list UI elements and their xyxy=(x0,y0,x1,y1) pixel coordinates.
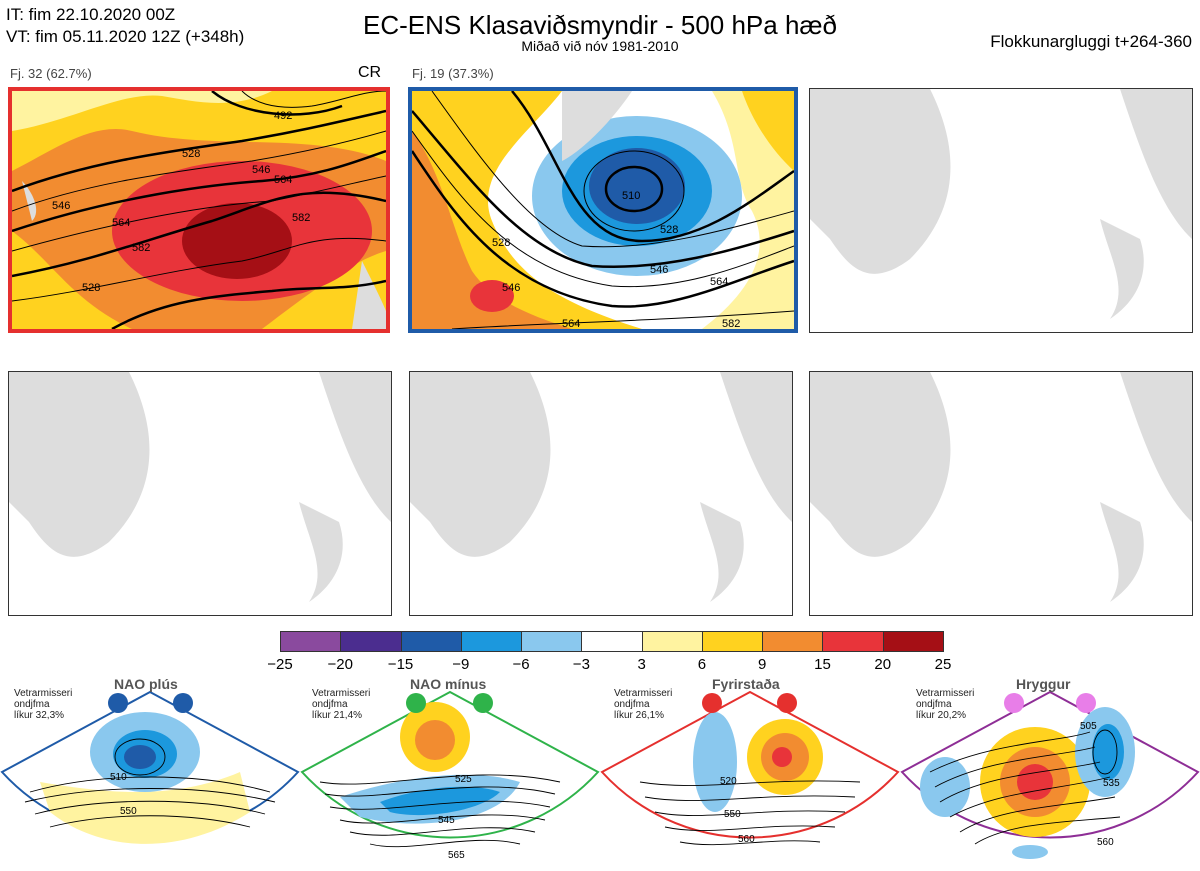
contour-label: 564 xyxy=(112,217,130,229)
regime-note: Vetrarmisseri ondjfma líkur 26,1% xyxy=(614,688,673,721)
regime-panels: 510 550 525 545 565 520 550 560 xyxy=(0,690,1200,861)
empty-map-panel xyxy=(809,371,1193,616)
contour-label: 546 xyxy=(650,264,668,276)
colorbar-tick-label: 25 xyxy=(934,656,952,673)
page-title: EC-ENS Klasaviðsmyndir - 500 hPa hæð xyxy=(363,10,837,40)
regime-title: NAO mínus xyxy=(410,676,487,692)
contour-label: 560 xyxy=(738,834,755,845)
contour-label: 528 xyxy=(82,282,100,294)
colorbar-tick-label: 3 xyxy=(637,656,646,673)
contour-label: 505 xyxy=(1080,721,1097,732)
colorbar-swatch xyxy=(882,631,944,652)
regime-title: Hryggur xyxy=(1016,676,1071,692)
contour-label: 520 xyxy=(720,776,737,787)
contour-label: 535 xyxy=(1103,778,1120,789)
contour-label: 546 xyxy=(252,164,270,176)
contour-label: 510 xyxy=(622,190,640,202)
contour-label: 564 xyxy=(562,318,580,329)
colorbar-swatch xyxy=(280,631,342,652)
empty-map-panel xyxy=(8,371,392,616)
contour-label: 564 xyxy=(274,174,292,186)
colorbar-swatch xyxy=(460,631,523,652)
cluster1-tag: CR xyxy=(358,64,382,81)
empty-map-panel xyxy=(809,88,1193,333)
contour-label: 582 xyxy=(292,212,310,224)
contour-label: 565 xyxy=(448,850,465,861)
regime-note: Vetrarmisseri ondjfma líkur 21,4% xyxy=(312,688,371,721)
contour-label: 528 xyxy=(660,224,678,236)
regime-title: Fyrirstaða xyxy=(712,676,780,692)
contour-label: 545 xyxy=(438,815,455,826)
run-times: IT: fim 22.10.2020 00Z VT: fim 05.11.202… xyxy=(6,4,244,48)
contour-label: 564 xyxy=(710,276,728,288)
colorbar-tick-label: 20 xyxy=(874,656,892,673)
colorbar-tick-label: −6 xyxy=(512,656,530,673)
contour-label: 525 xyxy=(455,774,472,785)
colorbar-swatch xyxy=(762,631,824,652)
contour-label: 546 xyxy=(502,282,520,294)
cluster1-label: Fj. 32 (62.7%) xyxy=(10,66,92,81)
regime-nao-plus: 510 550 xyxy=(0,690,300,844)
colorbar-tick-label: −15 xyxy=(387,656,414,673)
regime-nao-minus: 525 545 565 xyxy=(300,690,600,861)
initial-time: IT: fim 22.10.2020 00Z xyxy=(6,5,176,24)
regime-note: Vetrarmisseri ondjfma líkur 32,3% xyxy=(14,688,73,721)
contour-label: 492 xyxy=(274,110,292,122)
regime-note: Vetrarmisseri ondjfma líkur 20,2% xyxy=(916,688,975,721)
colorbar-tick-label: 9 xyxy=(758,656,767,673)
colorbar-tick-label: −3 xyxy=(572,656,590,673)
contour-label: 546 xyxy=(52,200,70,212)
cluster2-map: 510 528 546 564 528 546 564 582 xyxy=(408,87,798,333)
page-subtitle: Miðað við nóv 1981-2010 xyxy=(521,38,679,54)
colorbar-swatch xyxy=(641,631,703,652)
contour-label: 510 xyxy=(110,772,127,783)
regime-title: NAO plús xyxy=(114,676,178,692)
contour-label: 550 xyxy=(724,809,741,820)
classification-window: Flokkunargluggi t+264-360 xyxy=(990,32,1192,51)
regime-ridge: 505 535 560 xyxy=(900,690,1200,859)
colorbar-tick-label: 6 xyxy=(697,656,707,673)
colorbar-tick-label: −20 xyxy=(327,656,353,673)
colorbar-swatch xyxy=(822,631,884,652)
contour-label: 528 xyxy=(182,148,200,160)
colorbar-tick-label: −9 xyxy=(452,656,470,673)
colorbar-swatch xyxy=(701,631,764,652)
colorbar-tick-label: 15 xyxy=(814,656,831,673)
colorbar-swatch xyxy=(521,631,583,652)
regime-blocking: 520 550 560 xyxy=(600,690,900,846)
valid-time: VT: fim 05.11.2020 12Z (+348h) xyxy=(6,27,245,46)
empty-map-panel xyxy=(409,371,793,616)
colorbar-tick-label: −25 xyxy=(267,656,293,673)
cluster1-map: 528 546 564 582 492 528 546 564 582 xyxy=(8,87,390,333)
anomaly-colorbar xyxy=(280,631,944,652)
cluster2-label: Fj. 19 (37.3%) xyxy=(412,66,494,81)
contour-label: 528 xyxy=(492,237,510,249)
colorbar-swatch xyxy=(400,631,462,652)
contour-label: 582 xyxy=(132,242,150,254)
colorbar-swatch xyxy=(581,631,643,652)
colorbar-swatch xyxy=(340,631,402,652)
contour-label: 550 xyxy=(120,806,137,817)
contour-label: 560 xyxy=(1097,837,1114,848)
contour-label: 582 xyxy=(722,318,740,329)
